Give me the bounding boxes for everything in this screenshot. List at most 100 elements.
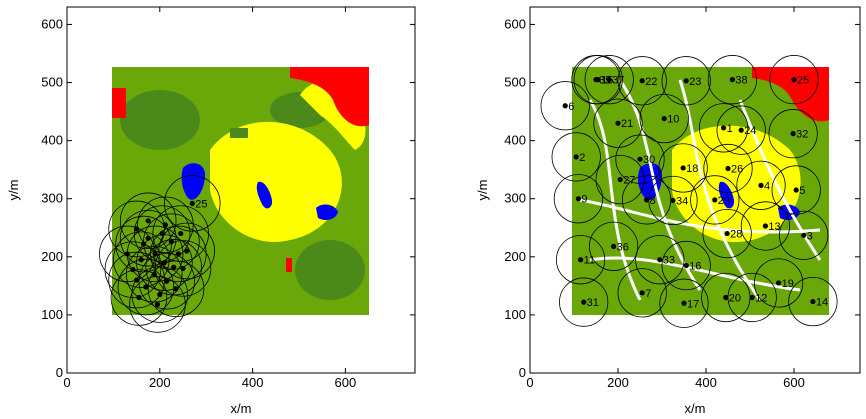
sensor-label: 5 [799,185,805,197]
sensor-label: 9 [581,194,587,206]
sensor-label: 14 [816,297,828,309]
coverage-circle [736,160,786,210]
coverage-circle [659,278,709,328]
coverage-circle [753,258,804,308]
sensor-point [776,280,782,286]
sensor-point [573,154,579,160]
sensor-label: 24 [744,125,756,137]
sensor-point [130,266,136,273]
coverage-circle [571,55,621,105]
sensor-point [683,78,689,84]
sensor-point [178,230,184,237]
y-tick-label: 500 [41,75,63,90]
x-tick-label: 600 [335,375,357,390]
sensor-label: 21 [621,118,633,130]
sensor-label: 13 [768,221,780,233]
coverage-circle [588,221,639,271]
sensor-point [729,77,736,83]
sensor-point [124,251,130,257]
coverage-circle [698,103,749,153]
coverage-circle [559,277,609,327]
y-tick-label: 500 [504,75,526,90]
coverage-circle [152,205,209,262]
sensor-label: 36 [617,241,629,253]
coverage-circle [769,55,819,105]
coverage-circle [702,208,752,259]
y-tick-label: 100 [41,307,63,322]
coverage-circle [779,210,829,260]
coverage-circle [768,109,818,159]
sensor-point [639,78,645,84]
right-axes-box [529,6,861,374]
sensor-point [134,226,140,232]
y-tick-label: 400 [41,133,63,148]
sensor-label: 6 [568,101,574,113]
coverage-circle [639,93,689,144]
sensor-point [159,230,165,237]
sensor-label: 2 [579,152,585,164]
sensor-label: 16 [689,261,701,273]
sensor-point [725,165,731,172]
coverage-circle [117,258,175,316]
sensor-label: 4 [764,180,770,192]
x-tick-label: 200 [607,375,629,390]
coverage-circle [716,105,766,155]
sensor-point [644,197,650,203]
sensor-label: 25 [797,75,809,87]
sensor-point [173,286,179,292]
right-axis-ticks: 0 200 400 600 0 100 200 300 400 500 600 [504,7,860,390]
sensor-label: 31 [587,297,599,309]
sensor-point [151,271,157,277]
sensor-point [575,196,582,202]
sensor-point [184,248,190,254]
coverage-circle [119,209,177,267]
sensor-label: 10 [667,114,679,126]
sensor-point [712,197,718,203]
x-tick-label: 0 [63,375,70,390]
y-tick-label: 600 [41,16,63,31]
sensor-point [683,262,689,269]
sensor-point [810,298,816,305]
left-sensor-points: 25 [124,198,208,308]
sensor-point [175,251,181,257]
sensor-point [617,176,623,183]
coverage-circle [617,268,667,318]
sensor-point [138,257,144,263]
map-white-tracks [579,79,822,301]
sensor-point [157,291,163,298]
sensor-label: 12 [755,292,767,304]
sensor-point [723,294,729,301]
coverage-circle [635,235,685,285]
y-tick-label: 200 [41,249,63,264]
coverage-circle [703,143,753,194]
coverage-circle [661,56,711,106]
y-tick-label: 0 [519,365,526,380]
sensor-label: 20 [729,292,741,304]
coverage-circle [788,276,838,327]
sensor-point [793,187,799,193]
sensor-point [611,243,617,249]
map-darkgreen-patch [295,240,365,300]
sensor-label: 19 [782,278,794,290]
coverage-circle [133,205,191,262]
sensor-point [161,260,168,266]
right-ylabel: y/m [475,180,490,201]
sensor-point [134,277,140,283]
sensor-label: 18 [686,163,698,175]
coverage-circle [164,175,221,232]
sensor-point [749,294,755,301]
y-tick-label: 600 [504,16,526,31]
sensor-label: 33 [663,255,675,267]
map-red-area [290,67,369,127]
sensor-point [681,300,687,306]
sensor-point [637,156,643,162]
coverage-circle [690,175,740,225]
coverage-circle [553,174,604,224]
coverage-circle [113,231,170,288]
sensor-label: 3 [807,230,813,242]
sensor-label: 37 [612,75,624,87]
sensor-point [801,232,807,238]
coverage-circle [615,134,665,184]
coverage-circle [595,154,645,205]
